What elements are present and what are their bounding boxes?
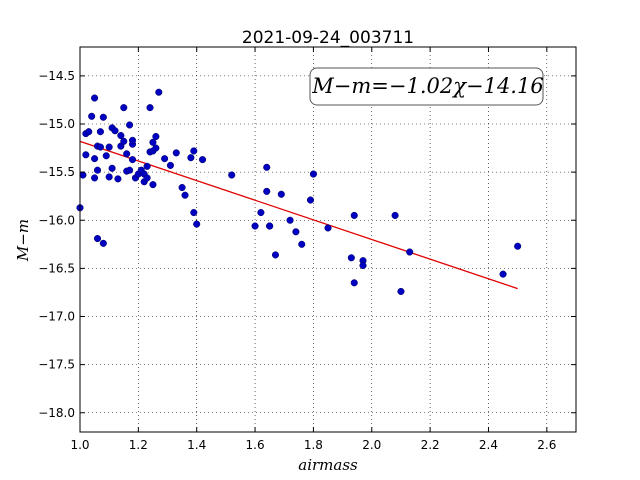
x-tick-label: 2.0 xyxy=(362,438,381,452)
data-point xyxy=(161,155,169,163)
data-point xyxy=(149,181,157,189)
data-point xyxy=(111,127,119,135)
data-point xyxy=(88,112,96,120)
data-point xyxy=(143,162,151,170)
y-tick-label: −15.5 xyxy=(38,165,75,179)
data-point xyxy=(152,144,160,152)
y-axis-label: M−m xyxy=(14,219,32,262)
chart-title: 2021-09-24_003711 xyxy=(242,28,414,48)
data-point xyxy=(198,156,207,164)
data-point xyxy=(350,279,358,287)
data-point xyxy=(149,138,157,146)
data-point xyxy=(178,183,186,192)
data-point xyxy=(82,151,90,159)
x-tick-label: 1.2 xyxy=(129,438,148,452)
y-tick-label: −14.5 xyxy=(38,69,75,83)
data-point xyxy=(108,164,116,172)
data-point xyxy=(126,121,134,129)
data-point xyxy=(193,220,201,228)
data-points xyxy=(76,88,522,296)
data-point xyxy=(350,211,358,219)
data-point xyxy=(271,251,280,259)
data-point xyxy=(120,137,128,145)
data-point xyxy=(123,150,131,158)
data-point xyxy=(166,161,174,169)
x-tick-label: 1.4 xyxy=(187,438,206,452)
plot-frame xyxy=(79,46,577,433)
y-tick-label: −18.0 xyxy=(38,406,75,420)
data-point xyxy=(93,234,102,243)
fit-line xyxy=(79,140,518,290)
data-point xyxy=(155,88,163,96)
data-point xyxy=(93,166,102,174)
y-tick-label: −17.0 xyxy=(38,310,75,324)
data-point xyxy=(146,104,154,112)
data-point xyxy=(128,156,137,164)
y-tick-label: −16.5 xyxy=(38,261,75,275)
data-point xyxy=(263,187,271,195)
data-point xyxy=(117,132,125,140)
data-point xyxy=(309,170,317,178)
data-point xyxy=(105,173,113,181)
data-point xyxy=(324,224,332,232)
data-point xyxy=(347,254,355,262)
data-point xyxy=(263,163,271,171)
data-point xyxy=(286,216,294,224)
x-tick-labels: 1.0 1.2 1.4 1.6 1.8 2.0 2.2 2.4 2.6 xyxy=(70,438,556,452)
x-axis-label: airmass xyxy=(298,456,358,474)
data-point xyxy=(359,261,367,270)
data-point xyxy=(96,128,104,136)
data-point xyxy=(120,104,128,112)
data-point xyxy=(143,174,151,182)
data-point xyxy=(105,143,113,151)
data-point xyxy=(99,113,107,121)
data-point xyxy=(397,287,405,296)
data-point xyxy=(102,152,110,160)
x-tick-label: 2.6 xyxy=(537,438,556,452)
data-point xyxy=(257,209,265,217)
data-point xyxy=(391,211,399,219)
data-point xyxy=(298,240,306,248)
data-point xyxy=(99,239,107,247)
data-point xyxy=(277,190,285,198)
data-point xyxy=(251,222,259,230)
y-tick-label: −15.0 xyxy=(38,117,75,131)
data-point xyxy=(96,143,104,151)
y-tick-label: −16.0 xyxy=(38,213,75,227)
data-point xyxy=(292,228,300,236)
data-point xyxy=(181,191,189,199)
x-tick-label: 1.8 xyxy=(304,438,323,452)
x-tick-label: 2.2 xyxy=(421,438,440,452)
data-point xyxy=(114,175,122,183)
x-tick-label: 2.4 xyxy=(479,438,498,452)
data-point xyxy=(306,196,315,204)
annotation-text: M−m=−1.02χ−14.16 xyxy=(311,74,543,98)
tick-marks xyxy=(79,47,576,432)
data-point xyxy=(91,174,99,182)
x-tick-label: 1.6 xyxy=(246,438,265,452)
y-tick-label: −17.5 xyxy=(38,358,75,372)
data-point xyxy=(172,149,180,157)
data-point xyxy=(126,166,134,174)
x-tick-label: 1.0 xyxy=(70,438,89,452)
data-point xyxy=(266,222,274,230)
data-point xyxy=(85,128,93,136)
annotation-box xyxy=(309,67,544,106)
data-point xyxy=(91,94,99,102)
data-point xyxy=(152,132,160,141)
data-point xyxy=(128,136,137,144)
data-point xyxy=(228,171,236,179)
data-point xyxy=(514,242,522,250)
fit-annotation: M−m=−1.02χ−14.16 xyxy=(309,67,544,106)
data-point xyxy=(406,248,414,256)
data-point xyxy=(190,209,198,217)
data-point xyxy=(499,270,507,278)
data-point xyxy=(91,155,99,163)
y-tick-labels: −14.5 −15.0 −15.5 −16.0 −16.5 −17.0 −17.5 −18.0 xyxy=(38,69,75,420)
data-point xyxy=(190,147,198,155)
data-point xyxy=(79,171,87,179)
data-point xyxy=(187,154,195,162)
